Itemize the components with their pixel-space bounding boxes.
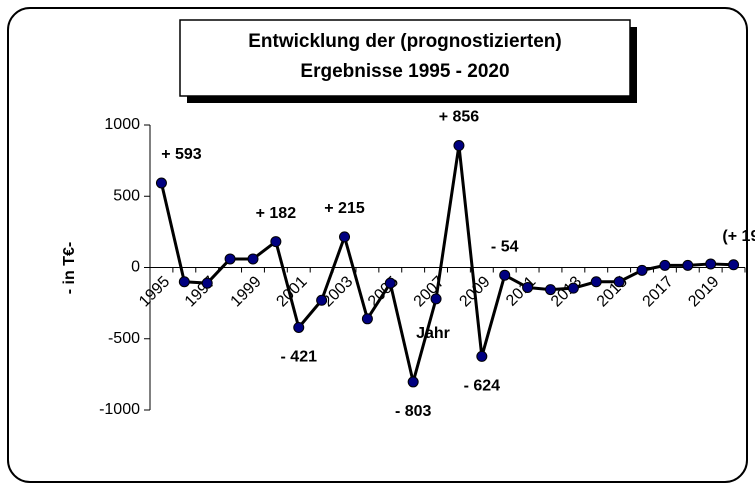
data-label: - 54 <box>491 238 519 255</box>
data-label: + 215 <box>324 200 365 217</box>
y-axis-label: - in T€- <box>61 242 78 294</box>
chart-title: Entwicklung der (prognostizierten) <box>248 31 562 52</box>
data-point <box>705 258 717 270</box>
chart-frame <box>7 7 748 483</box>
y-tick-label: 1000 <box>104 116 140 133</box>
data-point <box>339 231 351 243</box>
data-point <box>361 313 373 325</box>
title-box <box>179 19 631 97</box>
data-label: - 421 <box>281 349 318 366</box>
y-tick-label: 0 <box>131 259 140 276</box>
data-label: + 593 <box>161 146 202 163</box>
y-tick-label: -500 <box>108 330 140 347</box>
data-point <box>293 321 305 333</box>
y-tick-label: -1000 <box>99 401 140 418</box>
data-label: - 624 <box>464 378 501 395</box>
data-point <box>201 277 213 289</box>
data-point <box>316 294 328 306</box>
data-point <box>522 281 534 293</box>
data-point <box>728 259 740 271</box>
data-point <box>499 269 511 281</box>
data-point <box>544 284 556 296</box>
data-point <box>682 259 694 271</box>
y-tick-label: 500 <box>113 187 140 204</box>
data-point <box>567 282 579 294</box>
data-point <box>247 253 259 265</box>
data-point <box>636 264 648 276</box>
data-point <box>224 253 236 265</box>
data-point <box>178 276 190 288</box>
data-point <box>476 350 488 362</box>
data-label: - 803 <box>395 403 432 420</box>
chart-title: Ergebnisse 1995 - 2020 <box>300 61 509 82</box>
data-point <box>155 177 167 189</box>
data-point <box>407 376 419 388</box>
data-point <box>613 276 625 288</box>
data-point <box>590 276 602 288</box>
data-label: + 856 <box>439 109 480 126</box>
data-point <box>270 236 282 248</box>
data-point <box>659 259 671 271</box>
data-point <box>430 293 442 305</box>
data-label: (+ 19) <box>722 228 755 245</box>
x-axis-label: Jahr <box>416 325 450 342</box>
data-label: + 182 <box>256 205 297 222</box>
data-point <box>384 277 396 289</box>
data-point <box>453 140 465 152</box>
